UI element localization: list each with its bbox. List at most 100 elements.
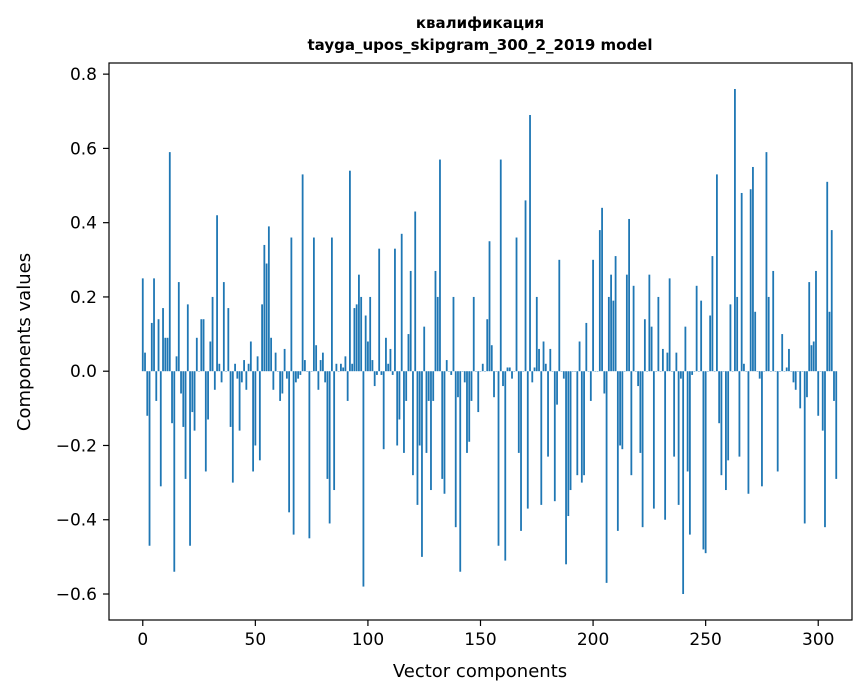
bar-240 xyxy=(682,371,685,595)
bar-92 xyxy=(349,170,351,372)
bar-289 xyxy=(792,371,795,383)
bar-36 xyxy=(222,282,225,372)
chart-title-line-2: tayga_upos_skipgram_300_2_2019 model xyxy=(308,36,653,54)
bar-290 xyxy=(794,371,797,390)
bar-216 xyxy=(628,218,630,372)
bar-277 xyxy=(765,152,768,372)
bar-7 xyxy=(157,319,160,372)
bar-106 xyxy=(380,371,383,375)
bar-134 xyxy=(443,371,446,494)
bar-242 xyxy=(686,371,689,472)
bar-175 xyxy=(535,296,538,372)
x-tick-label: 0 xyxy=(137,630,148,650)
bar-274 xyxy=(758,371,761,379)
bar-303 xyxy=(824,371,826,528)
bar-153 xyxy=(486,319,489,372)
bar-83 xyxy=(328,371,331,524)
bar-91 xyxy=(346,371,349,401)
bar-80 xyxy=(321,352,324,372)
bar-227 xyxy=(652,371,655,509)
bars-group xyxy=(141,88,838,595)
bar-287 xyxy=(788,348,790,372)
bar-232 xyxy=(664,371,667,520)
bar-38 xyxy=(227,308,230,372)
bar-154 xyxy=(488,241,491,372)
bar-79 xyxy=(319,360,322,372)
bar-135 xyxy=(445,360,448,372)
bar-176 xyxy=(538,348,540,372)
bar-85 xyxy=(333,371,336,491)
bar-234 xyxy=(668,278,671,372)
bar-238 xyxy=(677,371,680,505)
bar-27 xyxy=(202,319,205,372)
bar-177 xyxy=(540,371,543,505)
bar-200 xyxy=(592,259,594,372)
x-tick-label: 200 xyxy=(577,630,609,650)
bar-3 xyxy=(148,371,151,546)
bar-57 xyxy=(270,337,273,372)
bar-124 xyxy=(421,371,423,557)
bar-151 xyxy=(481,363,484,372)
bar-123 xyxy=(418,371,421,446)
bar-69 xyxy=(297,371,300,379)
bar-113 xyxy=(396,371,399,446)
bar-183 xyxy=(553,371,556,502)
bar-16 xyxy=(177,282,180,372)
bar-9 xyxy=(162,308,164,372)
bar-210 xyxy=(614,256,617,372)
bar-97 xyxy=(360,296,363,372)
bar-199 xyxy=(589,371,592,401)
bar-233 xyxy=(666,352,669,372)
bar-225 xyxy=(648,274,651,372)
bar-45 xyxy=(243,360,245,372)
bar-300 xyxy=(817,371,820,416)
bar-185 xyxy=(558,259,561,372)
bar-155 xyxy=(490,345,493,372)
y-tick-label: 0.2 xyxy=(70,288,97,308)
bar-269 xyxy=(747,371,750,494)
bar-236 xyxy=(673,371,676,457)
bar-86 xyxy=(335,363,338,372)
bar-94 xyxy=(353,308,356,372)
bar-22 xyxy=(191,371,194,413)
bar-114 xyxy=(398,371,401,420)
bar-42 xyxy=(236,371,239,379)
bar-171 xyxy=(526,371,529,509)
bar-237 xyxy=(675,352,678,372)
bar-304 xyxy=(826,181,829,372)
bar-4 xyxy=(150,322,153,372)
bar-188 xyxy=(565,371,567,565)
bar-118 xyxy=(407,334,410,372)
bar-122 xyxy=(416,371,419,505)
bar-259 xyxy=(725,371,727,491)
bar-278 xyxy=(767,296,770,372)
bar-241 xyxy=(684,326,687,372)
bar-56 xyxy=(267,226,270,372)
bar-55 xyxy=(265,263,268,372)
bar-166 xyxy=(515,237,518,372)
bar-62 xyxy=(281,371,284,394)
bar-121 xyxy=(414,211,417,372)
bar-207 xyxy=(607,296,610,372)
bar-217 xyxy=(630,371,633,476)
bar-63 xyxy=(283,348,286,372)
bar-41 xyxy=(234,363,236,372)
bar-40 xyxy=(231,371,234,483)
bar-103 xyxy=(373,371,376,387)
bar-189 xyxy=(567,371,570,517)
bar-264 xyxy=(736,296,739,372)
bar-137 xyxy=(450,371,453,375)
bar-179 xyxy=(544,363,547,372)
bar-253 xyxy=(711,256,714,372)
bar-68 xyxy=(294,371,297,383)
bar-221 xyxy=(639,371,642,453)
bar-156 xyxy=(493,371,495,398)
bar-149 xyxy=(477,371,480,413)
y-axis-ticks: −0.6 −0.4 −0.2 0.0 0.2 0.4 0.6 0.8 xyxy=(56,65,109,605)
bar-298 xyxy=(812,341,815,372)
bar-205 xyxy=(603,371,606,394)
bar-6 xyxy=(155,371,158,401)
bar-249 xyxy=(702,371,705,550)
bar-187 xyxy=(562,371,565,379)
